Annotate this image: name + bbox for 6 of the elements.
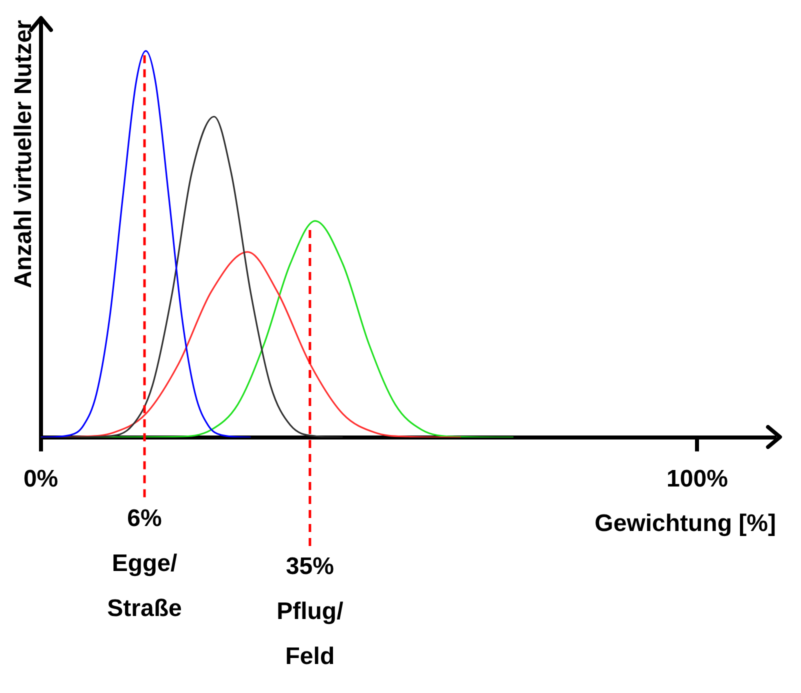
ref-line-label: 6% Egge/ Straße [107,505,182,622]
y-axis-title: Anzahl virtueller Nutzer [10,20,38,288]
x-tick-label: 0% [23,465,58,492]
x-tick-label: 100% [666,465,728,492]
ref-line-label: 35% Pflug/ Feld [276,553,344,670]
x-axis-title: Gewichtung [%] [594,510,776,538]
